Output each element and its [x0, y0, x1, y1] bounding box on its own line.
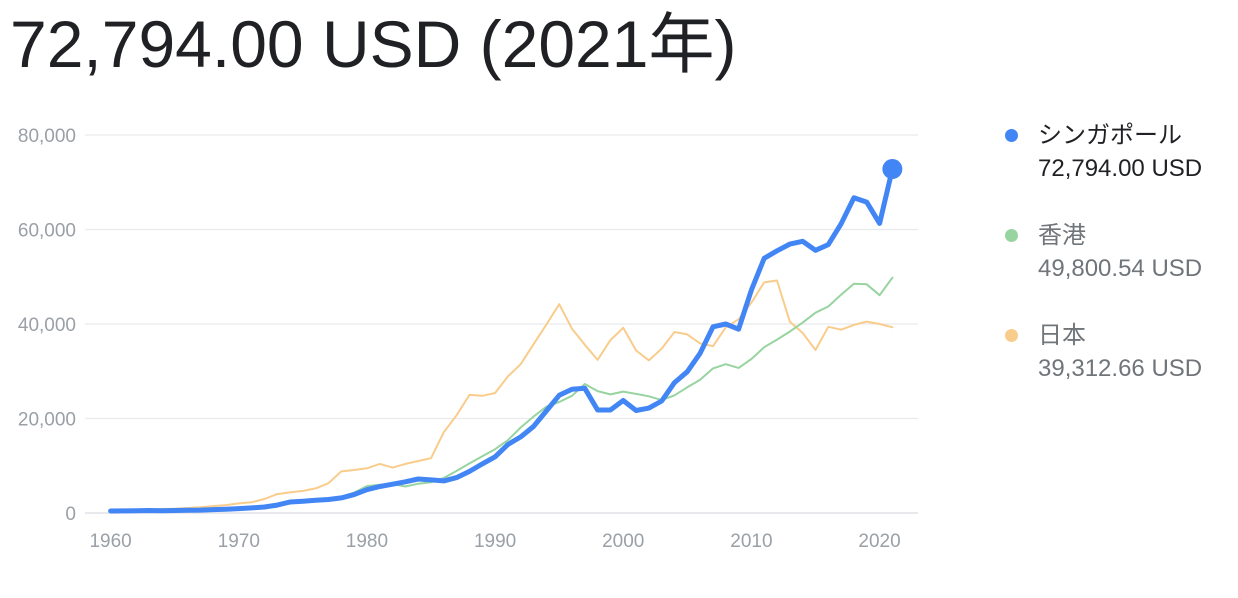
- chart-series: [108, 159, 903, 514]
- headline-value: 72,794.00 USD (2021年): [10, 7, 737, 81]
- x-tick-label: 1970: [218, 531, 260, 552]
- y-tick-label: 20,000: [18, 410, 76, 431]
- y-tick-label: 80,000: [18, 126, 76, 147]
- x-tick-label: 2010: [730, 531, 772, 552]
- chart-gridlines: [85, 134, 918, 514]
- legend-value: 39,312.66 USD: [1038, 355, 1203, 382]
- y-tick-label: 40,000: [18, 315, 76, 336]
- legend-value: 72,794.00 USD: [1038, 155, 1203, 182]
- series-line-japan: [109, 279, 894, 512]
- x-tick-label: 2020: [858, 531, 900, 552]
- legend-dot-singapore: [1005, 129, 1018, 142]
- series-line-hongkong: [109, 276, 894, 512]
- legend-name: シンガポール: [1038, 122, 1182, 149]
- chart-legend: シンガポール 72,794.00 USD 香港 49,800.54 USD 日本…: [1005, 118, 1235, 418]
- y-tick-label: 60,000: [18, 221, 76, 242]
- y-tick-label: 0: [65, 504, 76, 525]
- y-axis-tick-labels: 0 20,000 40,000 60,000 80,000: [18, 126, 76, 525]
- legend-dot-japan: [1005, 329, 1018, 342]
- legend-name: 香港: [1038, 222, 1086, 249]
- legend-item-hongkong[interactable]: 香港 49,800.54 USD: [1005, 218, 1235, 284]
- x-tick-label: 2000: [602, 531, 644, 552]
- legend-value: 49,800.54 USD: [1038, 255, 1203, 282]
- highlight-point-singapore-2021[interactable]: [882, 159, 903, 180]
- legend-item-singapore[interactable]: シンガポール 72,794.00 USD: [1005, 118, 1235, 184]
- x-axis-tick-labels: 1960 1970 1980 1990 2000 2010 2020: [89, 531, 900, 552]
- legend-dot-hongkong: [1005, 229, 1018, 242]
- legend-name: 日本: [1038, 322, 1086, 349]
- x-tick-label: 1960: [89, 531, 131, 552]
- legend-item-japan[interactable]: 日本 39,312.66 USD: [1005, 318, 1235, 384]
- x-tick-label: 1990: [474, 531, 516, 552]
- series-line-singapore: [108, 166, 895, 514]
- x-tick-label: 1980: [346, 531, 388, 552]
